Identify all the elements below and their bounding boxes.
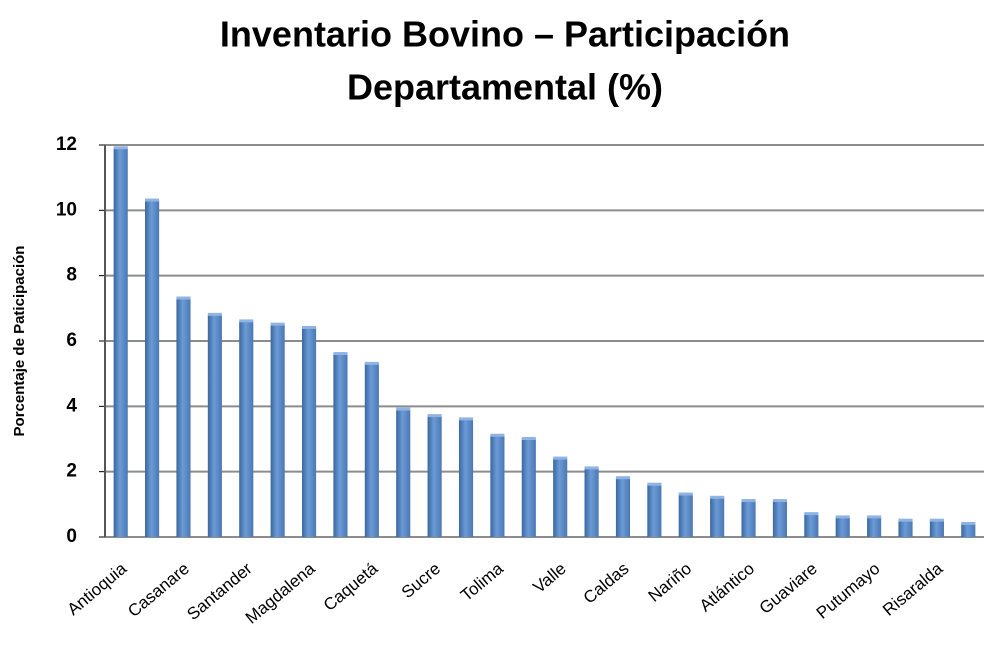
- bar: [678, 494, 693, 537]
- bar-top: [427, 414, 442, 418]
- bar-top: [113, 146, 128, 150]
- bar-top: [239, 319, 254, 323]
- bar: [458, 419, 474, 537]
- bar-top: [647, 482, 662, 486]
- bar-top: [207, 312, 222, 316]
- bar-top: [741, 499, 756, 503]
- y-tick-label: 0: [66, 526, 77, 547]
- x-tick-label: Caldas: [580, 559, 633, 608]
- bar: [239, 321, 254, 537]
- chart-title: Departamental (%): [347, 67, 663, 108]
- y-axis-label: Porcentaje de Paticipación: [11, 246, 28, 437]
- bar-top: [333, 352, 348, 356]
- bar: [113, 148, 128, 537]
- bar: [804, 514, 819, 537]
- y-tick-label: 8: [66, 265, 77, 286]
- x-tick-label: Caquetá: [320, 559, 382, 615]
- x-tick-label: Valle: [529, 559, 569, 597]
- bar: [396, 409, 411, 537]
- x-tick-label: Antioquia: [64, 559, 131, 619]
- bar-top: [458, 417, 474, 421]
- bar-top: [584, 466, 599, 470]
- bar-top: [710, 495, 725, 499]
- bar-top: [145, 198, 160, 202]
- bar: [929, 520, 944, 537]
- bar-top: [553, 456, 568, 460]
- bar-top: [176, 296, 191, 300]
- bar: [333, 354, 348, 537]
- bar-top: [867, 515, 882, 519]
- bar-top: [521, 437, 536, 440]
- x-tick-label: Casanare: [124, 559, 193, 621]
- bar-top: [678, 492, 693, 496]
- bar-top: [364, 361, 379, 365]
- x-tick-label: Sucre: [398, 559, 444, 602]
- bar: [867, 517, 882, 537]
- bar: [521, 439, 536, 537]
- bar: [584, 468, 599, 537]
- bar-top: [270, 322, 285, 326]
- bar: [364, 363, 379, 537]
- x-tick-label: Nariño: [645, 559, 696, 606]
- bar-top: [301, 325, 317, 329]
- bar: [647, 484, 662, 537]
- bar: [176, 298, 191, 537]
- bar: [427, 416, 442, 537]
- y-tick-label: 4: [66, 395, 77, 416]
- x-tick-label: Risaralda: [879, 559, 947, 620]
- bar: [710, 497, 725, 537]
- bar: [301, 327, 317, 537]
- bar-top: [396, 407, 411, 411]
- bar: [490, 435, 505, 537]
- bar: [145, 200, 160, 538]
- bar: [772, 501, 788, 537]
- bar-top: [772, 499, 788, 503]
- bar: [207, 314, 222, 537]
- bar-top: [490, 433, 505, 437]
- x-tick-label: Guaviare: [756, 559, 821, 618]
- bar: [741, 501, 756, 537]
- bar: [615, 478, 631, 537]
- bar: [835, 517, 850, 537]
- bar: [270, 324, 285, 537]
- bar-top: [835, 515, 850, 519]
- chart-title: Inventario Bovino – Participación: [220, 14, 790, 55]
- bar-top: [615, 476, 631, 480]
- bar-top: [929, 518, 944, 522]
- y-tick-label: 2: [66, 461, 77, 482]
- y-tick-label: 10: [56, 199, 77, 220]
- bar-top: [804, 512, 819, 516]
- y-tick-label: 6: [66, 330, 77, 351]
- bar-top: [961, 521, 976, 525]
- x-tick-label: Putumayo: [813, 559, 884, 623]
- x-tick-label: Tolima: [457, 559, 507, 605]
- x-tick-label: Magdalena: [242, 559, 319, 628]
- bar: [553, 458, 568, 537]
- bar: [961, 523, 976, 537]
- bar: [898, 520, 913, 537]
- y-tick-label: 12: [56, 134, 77, 155]
- bar-top: [898, 518, 913, 522]
- x-tick-label: Atlántico: [696, 559, 758, 615]
